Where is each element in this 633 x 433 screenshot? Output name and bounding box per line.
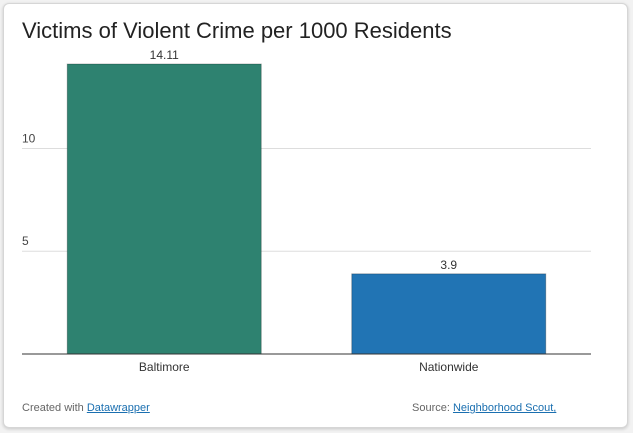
created-with-text: Created with xyxy=(22,402,84,414)
y-tick-label-10: 10 xyxy=(22,131,36,145)
bar-baltimore xyxy=(66,63,262,355)
x-category-label-nationwide: Nationwide xyxy=(419,360,479,374)
y-tick-label-5: 5 xyxy=(22,234,29,248)
datawrapper-link[interactable]: Datawrapper xyxy=(86,402,150,414)
bar-value-label-nationwide: 3.9 xyxy=(440,258,457,272)
bar-chart: 5 10 14.11 Baltimore 3.9 Nationwide xyxy=(22,48,591,374)
source-link[interactable]: Neighborhood Scout, xyxy=(452,402,557,414)
source-credit: Source: Neighborhood Scout, xyxy=(412,402,556,414)
bar-nationwide xyxy=(351,273,547,355)
bar-value-label-baltimore: 14.11 xyxy=(150,48,179,62)
x-category-label-baltimore: Baltimore xyxy=(139,360,190,374)
chart-card: Victims of Violent Crime per 1000 Reside… xyxy=(3,3,628,428)
created-with-credit: Created with Datawrapper xyxy=(22,402,150,414)
chart-title: Victims of Violent Crime per 1000 Reside… xyxy=(22,18,452,43)
source-label: Source: xyxy=(412,402,450,414)
